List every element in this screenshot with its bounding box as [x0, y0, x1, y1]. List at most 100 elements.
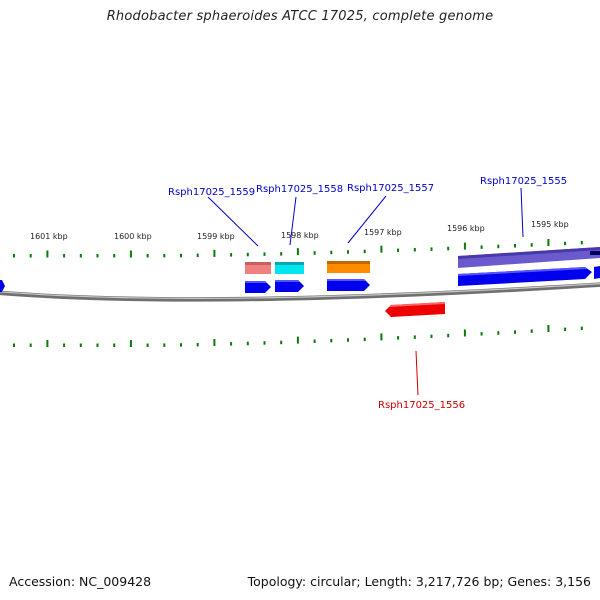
major-tick [46, 250, 49, 258]
kbp-label: 1599 kbp [197, 232, 235, 241]
gene-label-1558[interactable]: Rsph17025_1558 [256, 184, 343, 195]
minor-tick [330, 338, 333, 343]
gene-label-1559[interactable]: Rsph17025_1559 [168, 187, 255, 198]
gene-label-1557[interactable]: Rsph17025_1557 [347, 183, 434, 194]
gene-leader-lines [207, 187, 524, 396]
minor-tick [13, 254, 15, 258]
minor-tick [564, 241, 567, 246]
major-tick [547, 325, 550, 332]
minor-tick [180, 343, 182, 347]
minor-tick [580, 240, 583, 245]
minor-tick [230, 253, 233, 257]
minor-tick [480, 332, 483, 336]
minor-tick [580, 326, 583, 331]
accession-label: Accession: NC_009428 [9, 574, 152, 589]
minor-tick [514, 244, 516, 248]
minor-tick [530, 243, 533, 247]
kbp-label: 1597 kbp [364, 228, 402, 237]
feature-1555[interactable] [458, 247, 600, 268]
minor-tick [497, 331, 500, 335]
major-tick [463, 329, 466, 337]
minor-tick [447, 246, 450, 251]
upper-tick-row [13, 239, 583, 258]
minor-tick [13, 343, 15, 347]
major-tick [380, 245, 383, 253]
genome-backbone [0, 282, 600, 302]
major-tick [380, 333, 383, 341]
lower-tick-row [13, 325, 583, 347]
feature-1559[interactable] [245, 262, 271, 274]
minor-tick [196, 342, 199, 347]
minor-tick [29, 254, 32, 258]
minor-tick [413, 248, 416, 252]
minor-tick [96, 343, 99, 347]
major-tick [296, 248, 299, 256]
minor-tick [230, 342, 233, 346]
kbp-label: 1595 kbp [531, 220, 569, 229]
minor-tick [447, 333, 450, 338]
cds-1558[interactable] [275, 280, 304, 292]
major-tick [129, 250, 132, 258]
minor-tick [313, 339, 316, 343]
map-title: Rhodobacter sphaeroides ATCC 17025, comp… [106, 9, 494, 24]
feature-lane [245, 247, 600, 274]
minor-tick [113, 254, 116, 258]
cds-1555[interactable] [458, 266, 600, 286]
kbp-labels: 1601 kbp 1600 kbp 1599 kbp 1598 kbp 1597… [30, 220, 569, 241]
minor-tick [347, 250, 349, 254]
minor-tick [79, 343, 82, 347]
major-tick [547, 239, 550, 246]
minor-tick [363, 337, 366, 342]
cds-1556[interactable] [385, 302, 445, 317]
minor-tick [480, 245, 483, 249]
minor-tick [146, 343, 149, 347]
minor-tick [63, 254, 66, 258]
gene-label-1555[interactable]: Rsph17025_1555 [480, 176, 567, 187]
minor-tick [29, 343, 32, 347]
minor-tick [313, 251, 316, 255]
minor-tick [530, 329, 533, 333]
major-tick [46, 340, 49, 347]
minor-tick [397, 248, 400, 253]
kbp-label: 1601 kbp [30, 232, 68, 241]
minor-tick [280, 252, 283, 256]
minor-tick [196, 253, 199, 258]
minor-tick [347, 338, 349, 342]
cds-1557[interactable] [327, 279, 370, 291]
minor-tick [564, 327, 567, 332]
gene-label-1556[interactable]: Rsph17025_1556 [378, 400, 465, 411]
minor-tick [96, 254, 99, 258]
major-tick [296, 336, 299, 344]
minor-tick [280, 340, 283, 345]
minor-tick [497, 244, 500, 249]
minor-tick [163, 343, 166, 347]
minor-tick [63, 343, 66, 347]
major-tick [213, 249, 216, 257]
kbp-label: 1600 kbp [114, 232, 152, 241]
major-tick [213, 339, 216, 346]
cds-arrow[interactable] [0, 280, 5, 292]
minor-tick [514, 330, 516, 334]
cds-1559[interactable] [245, 281, 271, 293]
major-tick [129, 340, 132, 347]
minor-tick [79, 254, 82, 258]
minor-tick [263, 252, 266, 256]
minor-tick [163, 253, 166, 258]
feature-1558[interactable] [275, 262, 304, 274]
minor-tick [146, 254, 149, 258]
minor-tick [330, 250, 333, 255]
minor-tick [413, 335, 416, 339]
minor-tick [180, 253, 182, 258]
major-tick [463, 242, 466, 250]
minor-tick [113, 343, 116, 347]
minor-tick [246, 341, 249, 346]
minor-tick [263, 341, 266, 345]
minor-tick [363, 249, 366, 254]
gene-labels: Rsph17025_1559 Rsph17025_1558 Rsph17025_… [168, 176, 567, 411]
minor-tick [430, 334, 433, 339]
minor-tick [246, 252, 249, 257]
feature-1557[interactable] [327, 261, 370, 273]
kbp-label: 1596 kbp [447, 224, 485, 233]
